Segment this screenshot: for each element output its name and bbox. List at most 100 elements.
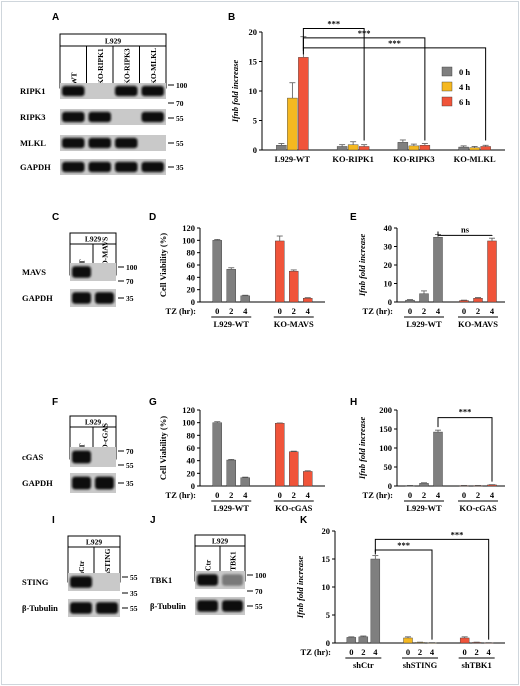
blot-panel-J: J L929 shCtr shTBK1 TBK1 β-Tubulin 100 70 55 [150,515,267,615]
y-tick-label: 20 [322,526,331,536]
group-label: shCtr [353,660,374,670]
group-label: L929-WT [406,319,442,329]
y-tick-label: 0 [388,297,392,307]
bar [298,57,309,151]
bar [370,558,381,644]
y-tick-label: 0 [191,481,195,491]
x-tick-label: 0 [408,490,412,500]
legend-swatch [441,96,453,107]
significance-label: *** [459,407,472,417]
x-tick-label: 0 [406,647,410,657]
protein-band [72,476,91,490]
y-tick-label: 0 [191,297,195,307]
significance-bracket [437,417,493,482]
marker-label: 35 [176,163,184,172]
protein-label: β-Tubulin [150,601,186,611]
bar [336,146,348,151]
bar [405,299,415,303]
lane-label: WT [69,72,78,85]
bar [469,147,480,151]
group-label: KO-RIPK3 [393,154,435,164]
bar [419,145,431,151]
group-label: shTBK1 [462,660,492,670]
protein-band [141,111,164,123]
protein-band [88,111,111,123]
bar [346,637,357,644]
cell-line-label: L929 [86,538,103,547]
lane-label: KO-MAVS [101,237,110,272]
panel-letter: G [149,397,157,408]
y-tick-label: 50 [384,462,393,472]
y-tick-label: 0 [388,481,392,491]
y-tick-label: 100 [182,418,195,428]
x-tick-label: 2 [229,306,233,316]
legend-label: 4 h [459,82,470,92]
y-tick-label: 120 [182,223,195,233]
x-tick-label: 2 [476,306,480,316]
significance-bracket [302,47,487,141]
group-label: KO-MLKL [454,154,496,164]
x-tick-label: 0 [349,647,353,657]
lane-label: KO-RIPK3 [122,48,131,85]
marker-label: 100 [126,263,138,272]
marker-label: 55 [176,114,184,123]
x-tick-label: 0 [408,306,412,316]
x-tick-label: 2 [418,647,422,657]
bar [480,146,491,151]
x-tick-label: 4 [373,647,378,657]
x-tick-label: 4 [306,306,311,316]
x-axis-prefix: TZ (hr): [363,306,394,316]
protein-label: RIPK3 [20,112,46,122]
chart-panel-B: B 0 5 10 15 20 Ifnb fold increase L929-WT KO-RIP… [228,12,505,164]
blot-strip [60,135,166,151]
group-label: KO-cGAS [459,503,497,513]
significance-bracket [302,27,365,141]
marker-label: 55 [130,573,138,582]
marker-label: 100 [176,81,188,90]
bar [226,269,236,303]
bar [275,240,285,303]
bar [433,237,443,303]
significance-label: *** [327,18,340,28]
protein-band [72,266,91,278]
y-axis-label: Cell Viability (%) [158,416,168,480]
x-tick-label: 2 [422,490,426,500]
x-tick-label: 4 [243,490,248,500]
blot-panel-A: A L929 WT KO-RIPK1 KO-RIPK3 KO-MLKL RIPK1 RIPK3… [20,12,188,175]
y-tick-label: 10 [322,582,331,592]
protein-band [222,574,243,586]
x-tick-label: 4 [490,306,495,316]
significance-bracket [437,231,493,236]
bar [289,270,299,303]
y-tick-label: 150 [379,424,392,434]
x-tick-label: 0 [278,306,282,316]
legend-label: 0 h [459,67,470,77]
marker-label: 70 [176,99,184,108]
bar [358,636,369,644]
y-tick-label: 20 [384,260,393,270]
y-axis-label: Ifnb fold increase [230,60,240,124]
protein-band [96,602,118,614]
lane-label: shCtr [77,560,86,579]
blot-panel-I: I L929 shCtr shSTING STING β-Tubulin 55 35 55 [22,515,138,617]
significance-bracket [374,549,433,640]
x-tick-label: 0 [215,306,219,316]
x-tick-label: 4 [436,306,441,316]
bar [419,293,429,303]
group-label: KO-cGAS [275,503,313,513]
protein-label: TBK1 [150,575,172,585]
x-tick-label: 0 [462,306,466,316]
significance-bracket [374,538,490,640]
cell-line-label: L929 [85,418,102,427]
panel-letter: E [350,212,357,223]
y-tick-label: 40 [187,456,196,466]
protein-band [62,85,85,97]
marker-label: 55 [255,602,263,611]
y-tick-label: 40 [384,223,393,233]
panel-letter: H [350,397,357,408]
